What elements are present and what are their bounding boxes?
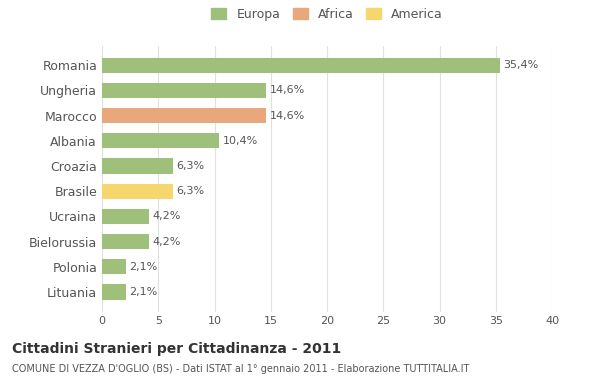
Bar — [102, 108, 266, 123]
Text: 4,2%: 4,2% — [152, 237, 181, 247]
Legend: Europa, Africa, America: Europa, Africa, America — [208, 4, 446, 24]
Text: 2,1%: 2,1% — [129, 287, 157, 297]
Bar — [102, 158, 173, 174]
Text: 10,4%: 10,4% — [223, 136, 257, 146]
Bar — [102, 234, 149, 249]
Bar — [102, 133, 219, 148]
Bar — [102, 259, 125, 274]
Bar — [102, 209, 149, 224]
Text: 6,3%: 6,3% — [176, 186, 205, 196]
Bar — [102, 58, 500, 73]
Bar — [102, 83, 266, 98]
Bar — [102, 184, 173, 199]
Text: 14,6%: 14,6% — [269, 86, 305, 95]
Bar — [102, 284, 125, 299]
Text: 4,2%: 4,2% — [152, 211, 181, 222]
Text: Cittadini Stranieri per Cittadinanza - 2011: Cittadini Stranieri per Cittadinanza - 2… — [12, 342, 341, 356]
Text: 14,6%: 14,6% — [269, 111, 305, 120]
Text: 35,4%: 35,4% — [503, 60, 539, 70]
Text: 6,3%: 6,3% — [176, 161, 205, 171]
Text: 2,1%: 2,1% — [129, 262, 157, 272]
Text: COMUNE DI VEZZA D'OGLIO (BS) - Dati ISTAT al 1° gennaio 2011 - Elaborazione TUTT: COMUNE DI VEZZA D'OGLIO (BS) - Dati ISTA… — [12, 364, 469, 374]
